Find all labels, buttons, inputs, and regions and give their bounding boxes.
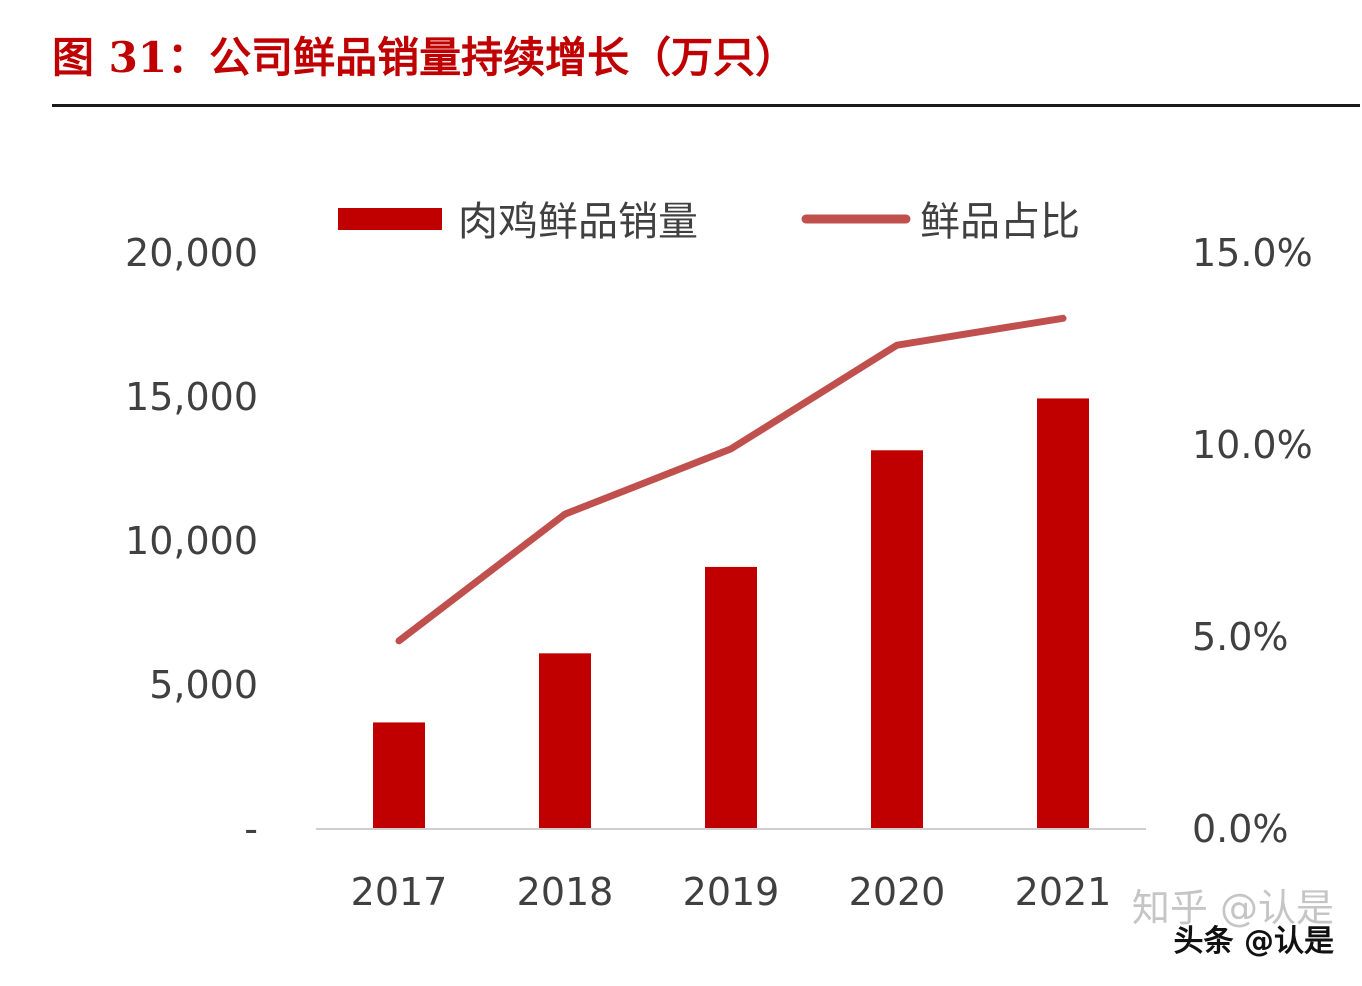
legend-swatch-bar (338, 208, 442, 230)
y-left-tick-label: 20,000 (125, 231, 258, 275)
legend-label-bar: 肉鸡鲜品销量 (458, 199, 698, 245)
y-left-tick-label: 15,000 (125, 375, 258, 419)
x-tick-label: 2018 (517, 870, 614, 914)
bar-2020 (871, 450, 923, 829)
y-left-tick-label: 5,000 (149, 663, 258, 707)
watermark-toutiao: 头条 @认是 (1173, 924, 1334, 959)
y-right-tick-label: 15.0% (1192, 231, 1313, 275)
line-point-2021 (1062, 317, 1064, 319)
y-left-tick-label: - (244, 807, 258, 851)
bar-2018 (539, 653, 591, 829)
y-right-tick-label: 0.0% (1192, 807, 1289, 851)
legend-label-line: 鲜品占比 (920, 199, 1080, 245)
line-point-2017 (398, 640, 400, 642)
x-tick-label: 2021 (1015, 870, 1112, 914)
y-right-tick-label: 5.0% (1192, 615, 1289, 659)
title-rule (52, 104, 1360, 107)
bar-2019 (705, 566, 757, 829)
x-tick-label: 2019 (683, 870, 780, 914)
line-point-2019 (730, 448, 732, 450)
figure-title: 图 31：公司鲜品销量持续增长（万只） (52, 33, 798, 82)
bar-2021 (1037, 398, 1089, 829)
watermark-zhihu: 知乎 @认是 (1131, 886, 1334, 930)
y-right-tick-label: 10.0% (1192, 423, 1313, 467)
watermark: 知乎 @认是 头条 @认是 (1132, 886, 1334, 960)
x-tick-label: 2020 (849, 870, 946, 914)
line-point-2020 (896, 344, 898, 346)
bar-2017 (373, 722, 425, 829)
y-left-tick-label: 10,000 (125, 519, 258, 563)
x-tick-label: 2017 (351, 870, 448, 914)
line-point-2018 (564, 513, 566, 515)
